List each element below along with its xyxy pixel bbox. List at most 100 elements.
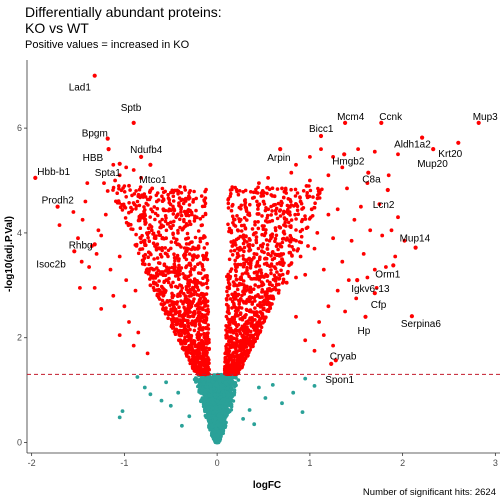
point-labeled [379,120,384,125]
point-significant [280,186,284,191]
point-significant [96,228,101,233]
point-significant [127,320,131,324]
point-significant [71,210,76,214]
point-significant [331,155,335,159]
x-tick-label: 3 [493,458,498,468]
significant-hits-caption: Number of significant hits: 2624 [362,487,496,498]
point-significant [300,217,305,222]
gene-label: Hmgb2 [332,156,365,167]
gene-label: Bpgm [82,129,108,140]
point-significant [321,267,326,272]
gene-label: C8a [362,175,381,186]
point-significant [142,262,147,267]
point-labeled [456,140,461,145]
point-significant [57,223,62,228]
y-tick-label: 0 [17,438,22,448]
point-significant [117,173,122,178]
point-significant [272,194,277,199]
x-tick-label: 0 [215,458,220,468]
point-significant [266,176,270,180]
point-significant [354,296,359,301]
point-significant [359,204,363,209]
x-tick-label: 2 [400,458,405,468]
point-significant [280,257,284,261]
point-labeled [92,242,97,247]
point-labeled [329,361,334,366]
gene-label: Igkv6-13 [351,284,390,295]
point-nonsignificant [241,417,246,421]
gene-labels: Lad1 Sptb Bpgm HBB Ndufb4 Spta1 Mtco1 Hbb-b1 Pro… [36,83,498,386]
point-nonsignificant [252,422,257,427]
point-significant [356,147,360,152]
point-significant [326,304,331,309]
point-labeled [117,161,122,166]
point-nonsignificant [168,403,173,408]
point-significant [108,267,113,272]
point-significant [345,186,349,191]
chart-title-line-1: Differentially abundant proteins: [25,4,222,20]
point-significant [294,314,298,319]
gene-label: Krt20 [438,149,462,160]
point-labeled [431,147,436,152]
point-significant [113,178,117,183]
point-significant [99,233,104,238]
point-significant [343,309,347,314]
y-tick-label: 4 [17,228,22,238]
gene-label: Cfp [371,300,387,311]
point-significant [340,165,345,170]
point-significant [92,286,97,290]
point-labeled [318,133,324,139]
point-significant [141,215,145,220]
point-significant [396,215,400,220]
point-significant [352,217,357,222]
point-significant [372,267,377,272]
point-significant [154,199,159,204]
point-significant [284,280,289,285]
point-nonsignificant [187,414,192,419]
point-significant [298,199,303,204]
point-significant [111,162,116,167]
point-significant [269,233,273,238]
point-significant [257,181,261,186]
point-significant [136,194,141,199]
point-significant [331,236,335,241]
point-labeled [106,147,111,152]
chart-title-line-2: KO vs WT [25,20,89,36]
point-significant [389,228,394,233]
point-significant [368,228,373,233]
gene-label: Lad1 [69,83,92,94]
x-tick-label: 1 [307,458,312,468]
point-labeled [92,73,97,78]
point-labeled [139,154,144,159]
point-significant [136,330,141,335]
nonsignificant-cloud [192,372,241,445]
point-significant [272,265,277,269]
gene-label: Mcm4 [337,112,365,123]
point-significant [294,275,298,280]
point-significant [79,259,84,264]
y-tick-label: 2 [17,333,22,343]
point-significant [340,259,345,264]
point-labeled [413,245,418,250]
point-nonsignificant [312,384,317,388]
point-labeled [278,147,283,152]
point-labeled [72,249,77,254]
point-nonsignificant [148,392,153,397]
gene-label: Spta1 [95,168,122,179]
point-significant [308,155,312,159]
significant-cloud [111,184,324,377]
y-axis-label: -log10(adj.P.Val) [4,216,15,292]
point-significant [261,199,266,204]
point-significant [335,288,340,293]
point-significant [99,307,104,311]
point-significant [331,343,335,348]
point-labeled [476,120,481,125]
point-significant [365,181,370,186]
point-significant [312,348,317,353]
data-points [33,73,481,428]
gene-label: Mup3 [473,112,498,123]
point-significant [127,183,131,188]
point-significant [87,265,91,269]
point-significant [148,283,153,288]
